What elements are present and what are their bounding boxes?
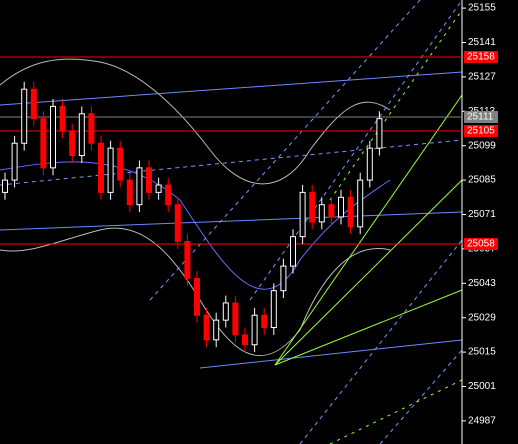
fib-line <box>0 139 463 186</box>
candle-body <box>222 302 229 321</box>
y-tick-label: 25127 <box>468 72 496 83</box>
candle-body <box>232 302 239 336</box>
candle-body <box>2 179 8 193</box>
candle-body <box>11 142 18 181</box>
candle-body <box>338 196 344 218</box>
candle-body <box>261 314 268 329</box>
level-label-box <box>464 111 498 123</box>
fib-line <box>149 0 421 301</box>
candle-body <box>88 113 95 144</box>
y-tick-label: 24987 <box>468 416 496 427</box>
fib-line <box>329 9 463 201</box>
y-tick-label: 25155 <box>468 3 496 14</box>
level-label: 25158 <box>467 52 495 63</box>
y-tick-label: 25141 <box>468 37 496 48</box>
y-tick-label: 25071 <box>468 209 496 220</box>
candle-body <box>165 184 172 206</box>
y-tick-label: 25043 <box>468 278 496 289</box>
level-label: 25105 <box>467 126 495 137</box>
candle-body <box>318 204 325 223</box>
moving-average <box>0 161 391 290</box>
candle-body <box>309 191 316 223</box>
candle-body <box>299 191 306 238</box>
candle-body <box>366 147 373 181</box>
candle-body <box>107 147 114 193</box>
trend-line <box>199 339 463 369</box>
candle-body <box>194 277 200 316</box>
candle-body <box>136 167 143 206</box>
candle-body <box>280 265 287 292</box>
fib-line <box>329 379 463 444</box>
candle-body <box>184 241 191 279</box>
y-tick-label: 25015 <box>468 347 496 358</box>
y-tick-label: 25029 <box>468 312 496 323</box>
candle-body <box>98 142 104 193</box>
candle-body <box>357 179 364 228</box>
y-tick-label: 25085 <box>468 175 496 186</box>
candle-body <box>126 179 133 206</box>
trend-line <box>0 211 463 231</box>
level-label-box <box>464 51 498 63</box>
candle-body <box>30 88 37 120</box>
trend-line <box>0 71 463 106</box>
candle-body <box>21 88 28 144</box>
bollinger-lower <box>0 227 391 357</box>
candle-body <box>78 113 85 157</box>
candle-body <box>203 314 210 341</box>
y-tick-label: 25099 <box>468 140 496 151</box>
candle-body <box>40 118 47 169</box>
fib-line <box>299 239 463 444</box>
candle-body <box>117 147 124 181</box>
level-label: 25111 <box>467 112 494 123</box>
candle-body <box>242 334 248 346</box>
candle-body <box>155 184 162 193</box>
candle-body <box>69 130 76 157</box>
candle-body <box>270 290 277 329</box>
level-label-box <box>464 238 498 250</box>
fan-line <box>274 179 463 366</box>
candle-body <box>328 204 335 218</box>
candle-body <box>213 319 220 341</box>
candle-body <box>174 204 181 243</box>
candle-body <box>146 167 152 193</box>
indicators <box>0 0 463 444</box>
candle-body <box>290 236 296 267</box>
fib-line <box>249 0 463 301</box>
level-label-box <box>464 125 498 137</box>
candle-body <box>347 196 354 228</box>
candle-body <box>50 105 56 169</box>
fan-line <box>274 289 463 366</box>
fan-line <box>274 94 463 366</box>
level-label: 25058 <box>467 239 495 250</box>
candle-body <box>59 105 66 132</box>
candle-body <box>251 314 258 346</box>
y-tick-label: 25001 <box>468 381 496 392</box>
candle-body <box>376 118 383 149</box>
bollinger-upper <box>0 58 391 185</box>
